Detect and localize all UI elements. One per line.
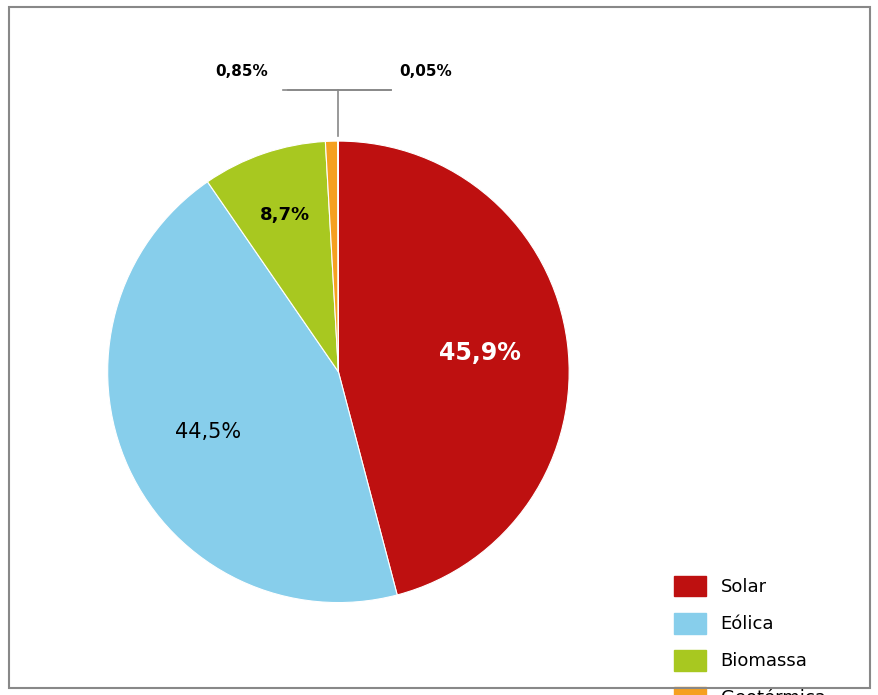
Wedge shape bbox=[338, 141, 569, 595]
Wedge shape bbox=[108, 182, 397, 603]
Text: 0,05%: 0,05% bbox=[399, 65, 452, 79]
Text: 8,7%: 8,7% bbox=[259, 206, 309, 224]
Text: 0,85%: 0,85% bbox=[215, 65, 268, 79]
Wedge shape bbox=[207, 142, 338, 372]
Text: 45,9%: 45,9% bbox=[439, 341, 521, 366]
Wedge shape bbox=[325, 141, 338, 372]
Text: 44,5%: 44,5% bbox=[175, 421, 241, 441]
Legend: Solar, Eólica, Biomassa, Geotérmica, Maremotriz: Solar, Eólica, Biomassa, Geotérmica, Mar… bbox=[664, 566, 833, 695]
